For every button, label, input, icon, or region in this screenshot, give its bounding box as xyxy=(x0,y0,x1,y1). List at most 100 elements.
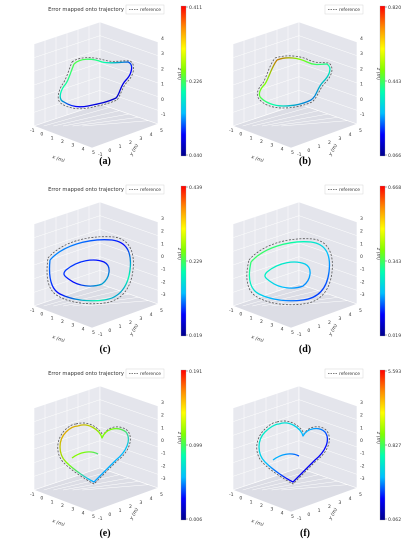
y-tick-label: 2 xyxy=(328,320,331,326)
subfigure-caption: (e) xyxy=(99,528,111,539)
y-tick-label: 1 xyxy=(318,324,321,330)
subfigure-caption: (b) xyxy=(298,156,312,167)
colorbar-tick-label: 0.411 xyxy=(189,5,202,11)
z-tick-label: 3 xyxy=(360,400,363,406)
plot-3d: reference -3 -2 -1 0 1 2 3 z (m) -1 0 1 2 3 4 5 x (m) -1 0… xyxy=(229,184,401,342)
colorbar-tick-label: 0.827 xyxy=(388,443,401,449)
legend: reference xyxy=(324,184,364,195)
subfigure-caption: (f) xyxy=(300,528,310,539)
z-axis-label: z (m) xyxy=(176,247,182,261)
x-tick-label: -1 xyxy=(229,308,234,314)
estimated-trajectory xyxy=(258,57,331,107)
estimated-trajectory xyxy=(248,241,331,302)
pane-floor xyxy=(33,283,159,329)
z-tick-label: -1 xyxy=(161,451,166,457)
y-tick-label: 3 xyxy=(139,316,142,322)
reference-trajectory xyxy=(256,420,330,485)
x-tick-label: 5 xyxy=(92,330,95,336)
subfigure-caption: (a) xyxy=(99,156,111,167)
colorbar-tick-label: 0.439 xyxy=(189,185,202,191)
legend-label: reference xyxy=(140,371,161,377)
z-tick-label: -3 xyxy=(161,476,166,482)
x-tick-label: -1 xyxy=(30,492,35,498)
x-tick-label: 3 xyxy=(71,323,74,329)
y-tick-label: 1 xyxy=(119,324,122,330)
x-tick-label: 0 xyxy=(40,132,43,138)
legend: reference xyxy=(324,4,364,15)
z-tick-label: 2 xyxy=(161,66,164,72)
colorbar-tick-label: 0.019 xyxy=(388,333,401,339)
y-tick-label: 4 xyxy=(349,496,352,502)
x-axis-label: x (m) xyxy=(50,334,65,342)
estimated-trajectory xyxy=(258,422,329,483)
x-tick-label: 4 xyxy=(82,146,85,152)
colorbar xyxy=(379,5,386,157)
y-tick-label: 3 xyxy=(139,136,142,142)
y-tick-label: -1 xyxy=(297,152,302,158)
y-tick-label: 5 xyxy=(359,308,362,314)
y-tick-label: 0 xyxy=(307,328,310,334)
x-tick-label: 4 xyxy=(281,146,284,152)
plot-3d: Error mapped onto trajectory reference -1 0… xyxy=(30,4,202,162)
y-tick-label: 4 xyxy=(150,132,153,138)
z-tick-label: 2 xyxy=(161,413,164,419)
x-tick-label: 2 xyxy=(61,319,64,325)
y-tick-label: -1 xyxy=(98,516,103,522)
legend: reference xyxy=(125,4,165,15)
pane-floor xyxy=(232,283,358,329)
z-tick-label: 0 xyxy=(161,438,164,444)
x-axis-label: x (m) xyxy=(50,518,65,526)
y-tick-label: 4 xyxy=(150,312,153,318)
z-tick-label: 1 xyxy=(161,241,164,247)
colorbar-tick-label: 5.593 xyxy=(388,369,401,375)
z-axis-label: z (m) xyxy=(375,247,381,261)
x-tick-label: -1 xyxy=(30,128,35,134)
y-tick-label: 4 xyxy=(150,496,153,502)
subplot-d: reference -3 -2 -1 0 1 2 3 z (m) -1 0 1 2 3 4 5 x (m) -1 0… xyxy=(207,182,402,342)
grid-lines xyxy=(33,205,159,307)
x-tick-label: 5 xyxy=(291,330,294,336)
x-tick-label: 2 xyxy=(61,139,64,145)
legend-label: reference xyxy=(140,7,161,13)
x-tick-label: 0 xyxy=(40,312,43,318)
x-tick-label: 1 xyxy=(51,315,54,321)
colorbar-tick-label: 0.191 xyxy=(189,369,202,375)
z-tick-label: 0 xyxy=(161,97,164,103)
subplot-c: Error mapped onto trajectory reference -3 -… xyxy=(8,182,203,342)
x-tick-label: 0 xyxy=(239,312,242,318)
legend-label: reference xyxy=(140,187,161,193)
subplot-a: Error mapped onto trajectory reference -1 0… xyxy=(8,2,203,162)
z-tick-label: 4 xyxy=(360,36,363,42)
z-tick-label: 2 xyxy=(360,66,363,72)
x-tick-label: -1 xyxy=(229,492,234,498)
colorbar-tick-label: 0.040 xyxy=(189,153,202,159)
plot-3d: Error mapped onto trajectory reference -3 -… xyxy=(30,368,202,526)
z-tick-label: 1 xyxy=(161,82,164,88)
y-tick-label: 1 xyxy=(318,508,321,514)
y-tick-label: 5 xyxy=(160,492,163,498)
x-tick-label: 0 xyxy=(40,496,43,502)
z-tick-label: 0 xyxy=(360,97,363,103)
colorbar-tick-label: 0.668 xyxy=(388,185,401,191)
z-tick-label: 3 xyxy=(161,216,164,222)
z-tick-label: -3 xyxy=(161,292,166,298)
colorbar-tick-label: 0.019 xyxy=(189,333,202,339)
y-tick-label: 0 xyxy=(108,148,111,154)
y-tick-label: 2 xyxy=(129,320,132,326)
x-axis-label: x (m) xyxy=(249,518,264,526)
z-axis-label: z (m) xyxy=(375,431,381,445)
z-tick-label: -2 xyxy=(161,463,166,469)
plot-3d: Error mapped onto trajectory reference -3 -… xyxy=(30,184,202,342)
z-tick-label: -2 xyxy=(360,279,365,285)
plot-title: Error mapped onto trajectory xyxy=(48,7,124,13)
y-tick-label: 4 xyxy=(349,312,352,318)
y-tick-label: 0 xyxy=(108,512,111,518)
colorbar xyxy=(180,185,187,337)
y-tick-label: 1 xyxy=(119,144,122,150)
x-axis-label: x (m) xyxy=(50,154,65,162)
x-tick-label: 2 xyxy=(260,319,263,325)
y-tick-label: 1 xyxy=(119,508,122,514)
subfigure-caption: (d) xyxy=(298,344,312,355)
y-tick-label: -1 xyxy=(98,332,103,338)
